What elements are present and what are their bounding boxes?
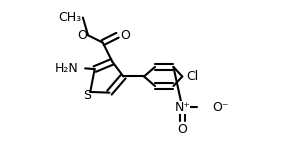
Text: O⁻: O⁻ bbox=[213, 101, 229, 114]
Text: N⁺: N⁺ bbox=[174, 101, 190, 114]
Text: O: O bbox=[121, 29, 131, 42]
Text: CH₃: CH₃ bbox=[58, 11, 82, 24]
Text: S: S bbox=[83, 89, 91, 102]
Text: H₂N: H₂N bbox=[55, 62, 79, 75]
Text: Cl: Cl bbox=[186, 70, 198, 83]
Text: O: O bbox=[77, 29, 87, 42]
Text: O: O bbox=[177, 123, 187, 136]
